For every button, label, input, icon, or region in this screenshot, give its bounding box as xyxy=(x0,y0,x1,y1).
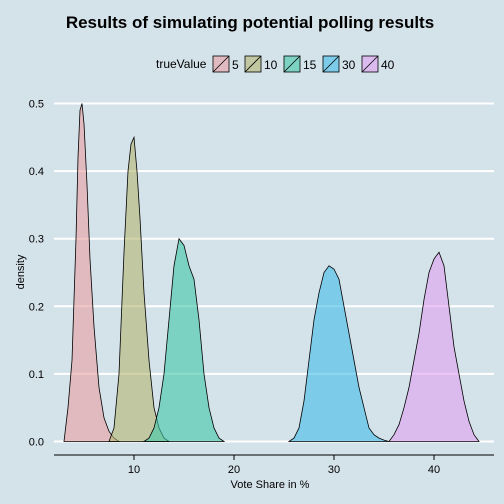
legend-label: 30 xyxy=(342,58,356,72)
y-tick-label: 0.1 xyxy=(29,369,44,381)
legend-label: 40 xyxy=(381,58,395,72)
y-tick-label: 0.3 xyxy=(29,234,44,246)
y-axis-label: density xyxy=(15,254,27,289)
density-area-5 xyxy=(64,104,119,442)
legend-label: 15 xyxy=(303,58,317,72)
y-tick-label: 0.5 xyxy=(29,99,44,111)
legend-item-30: 30 xyxy=(323,56,356,72)
axes: 10 20 30 40 xyxy=(54,455,494,476)
x-tick-label: 20 xyxy=(228,464,240,476)
legend-item-15: 15 xyxy=(284,56,317,72)
x-tick-label: 40 xyxy=(428,464,440,476)
x-tick-label: 10 xyxy=(128,464,140,476)
density-area-15 xyxy=(144,239,224,442)
x-axis-label: Vote Share in % xyxy=(231,479,310,491)
legend-item-5: 5 xyxy=(213,56,239,72)
legend-label: 10 xyxy=(264,58,278,72)
density-area-40 xyxy=(389,252,479,441)
legend-title: trueValue xyxy=(156,57,207,71)
legend-item-10: 10 xyxy=(245,56,278,72)
legend: trueValue 5 10 15 30 40 xyxy=(156,56,395,72)
legend-label: 5 xyxy=(232,58,239,72)
density-area-30 xyxy=(289,266,389,442)
legend-item-40: 40 xyxy=(362,56,395,72)
chart-title: Results of simulating potential polling … xyxy=(66,13,434,32)
y-tick-label: 0.2 xyxy=(29,301,44,313)
density-area-10 xyxy=(109,137,169,441)
x-tick-label: 30 xyxy=(328,464,340,476)
density-areas xyxy=(64,104,479,442)
y-tick-label: 0.4 xyxy=(29,166,44,178)
y-tick-label: 0.0 xyxy=(29,436,44,448)
